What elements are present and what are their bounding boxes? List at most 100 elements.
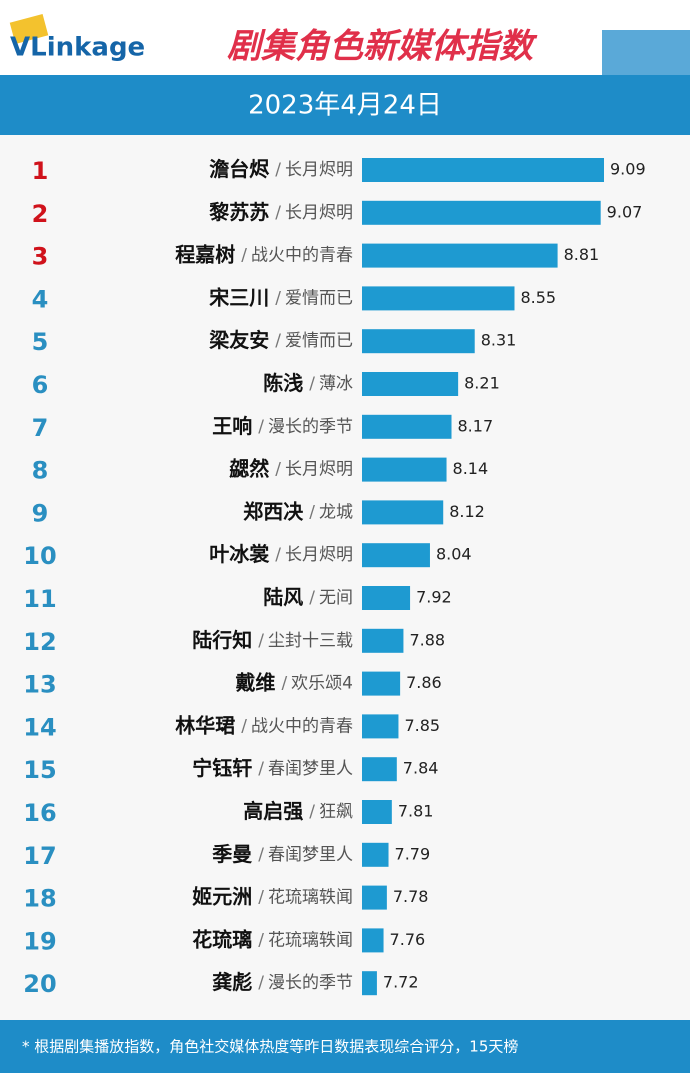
show: 欢乐颂4 — [291, 674, 353, 694]
show: 长月烬明 — [285, 460, 353, 480]
bar — [362, 543, 430, 568]
bar — [362, 457, 447, 482]
bar — [362, 671, 401, 696]
show: 春闺梦里人 — [268, 759, 353, 779]
value-label: 8.17 — [458, 416, 494, 435]
bar — [362, 372, 459, 396]
bar — [362, 329, 475, 354]
separator: / — [309, 374, 315, 394]
separator: / — [275, 331, 281, 351]
value-label: 7.78 — [393, 887, 429, 906]
bar — [362, 885, 387, 910]
separator: / — [258, 888, 264, 908]
footnote: * 根据剧集播放指数，角色社交媒体热度等昨日数据表现综合评分，15天榜 — [22, 1038, 518, 1056]
show: 薄冰 — [319, 374, 353, 394]
row-label: 花琉璃 / 花琉璃轶闻 — [192, 927, 353, 951]
bar — [362, 928, 384, 953]
rank: 10 — [23, 542, 56, 570]
chart-title: 剧集角色新媒体指数 — [227, 27, 538, 67]
separator: / — [275, 460, 281, 480]
rank: 15 — [23, 756, 56, 784]
row-label: 郑西决 / 龙城 — [243, 499, 353, 523]
separator: / — [309, 588, 315, 608]
bar — [362, 628, 404, 653]
name: 梁友安 — [208, 328, 269, 352]
value-label: 8.55 — [520, 288, 556, 307]
show: 春闺梦里人 — [268, 845, 353, 865]
rank: 13 — [23, 671, 56, 699]
row-label: 勰然 / 长月烬明 — [229, 456, 353, 480]
name: 季曼 — [211, 841, 252, 865]
show: 尘封十三载 — [268, 631, 353, 651]
rank: 11 — [23, 585, 56, 613]
show: 花琉璃轶闻 — [268, 930, 353, 950]
name: 澹台烬 — [209, 157, 270, 181]
separator: / — [275, 288, 281, 308]
name: 林华珺 — [175, 713, 235, 737]
row-label: 宁钰轩 / 春闺梦里人 — [192, 756, 353, 780]
row-label: 季曼 / 春闺梦里人 — [211, 841, 353, 865]
value-label: 8.31 — [481, 331, 517, 350]
logo: VLinkage — [10, 33, 145, 63]
value-label: 7.81 — [398, 802, 434, 821]
value-label: 9.07 — [607, 202, 643, 221]
show: 漫长的季节 — [268, 417, 353, 437]
row-label: 宋三川 / 爱情而已 — [209, 285, 353, 309]
separator: / — [258, 973, 264, 993]
bar — [362, 243, 558, 268]
value-label: 7.88 — [409, 630, 445, 649]
value-label: 7.79 — [395, 844, 431, 863]
rank: 8 — [32, 457, 49, 485]
rank: 18 — [23, 885, 56, 913]
separator: / — [309, 502, 315, 522]
separator: / — [258, 845, 264, 865]
bar — [362, 200, 601, 225]
show: 爱情而已 — [285, 331, 353, 351]
value-label: 8.21 — [464, 374, 500, 393]
row-label: 澹台烬 / 长月烬明 — [209, 157, 353, 181]
bar — [362, 414, 452, 439]
bar — [362, 158, 604, 182]
show: 狂飙 — [319, 802, 353, 822]
show: 长月烬明 — [285, 203, 353, 223]
row-label: 梁友安 / 爱情而已 — [208, 328, 353, 352]
name: 宁钰轩 — [192, 756, 252, 780]
list-area — [0, 135, 690, 1020]
name: 叶冰裳 — [209, 542, 270, 566]
rank: 20 — [23, 970, 56, 998]
show: 漫长的季节 — [268, 973, 353, 993]
subtitle: 2023年4月24日 — [248, 91, 442, 121]
date-bar — [0, 75, 690, 135]
show: 战火中的青春 — [251, 716, 353, 736]
bar — [362, 800, 392, 824]
rank: 14 — [23, 713, 56, 741]
bar — [362, 586, 411, 610]
rank: 3 — [32, 243, 49, 271]
value-label: 7.92 — [416, 588, 452, 607]
bar — [362, 971, 377, 996]
row-label: 王响 / 漫长的季节 — [212, 413, 353, 437]
rank: 2 — [32, 200, 49, 228]
rank: 7 — [32, 414, 49, 442]
row-label: 陆行知 / 尘封十三载 — [192, 627, 353, 651]
value-label: 7.86 — [406, 673, 442, 692]
row-label: 林华珺 / 战火中的青春 — [175, 713, 353, 737]
separator: / — [258, 417, 264, 437]
row-label: 戴维 / 欢乐颂4 — [235, 670, 353, 694]
show: 爱情而已 — [285, 288, 353, 308]
value-label: 7.76 — [390, 930, 426, 949]
separator: / — [241, 246, 247, 266]
value-label: 7.85 — [404, 716, 440, 735]
value-label: 9.09 — [610, 160, 646, 179]
bar — [362, 757, 397, 782]
name: 宋三川 — [209, 285, 269, 309]
bar — [362, 842, 389, 867]
row-label: 叶冰裳 / 长月烬明 — [209, 542, 353, 566]
rank: 9 — [32, 499, 49, 527]
show: 战火中的青春 — [251, 246, 353, 266]
name: 高启强 — [243, 799, 303, 823]
rank: 17 — [23, 842, 56, 870]
name: 戴维 — [235, 670, 275, 694]
rank: 5 — [32, 328, 49, 356]
